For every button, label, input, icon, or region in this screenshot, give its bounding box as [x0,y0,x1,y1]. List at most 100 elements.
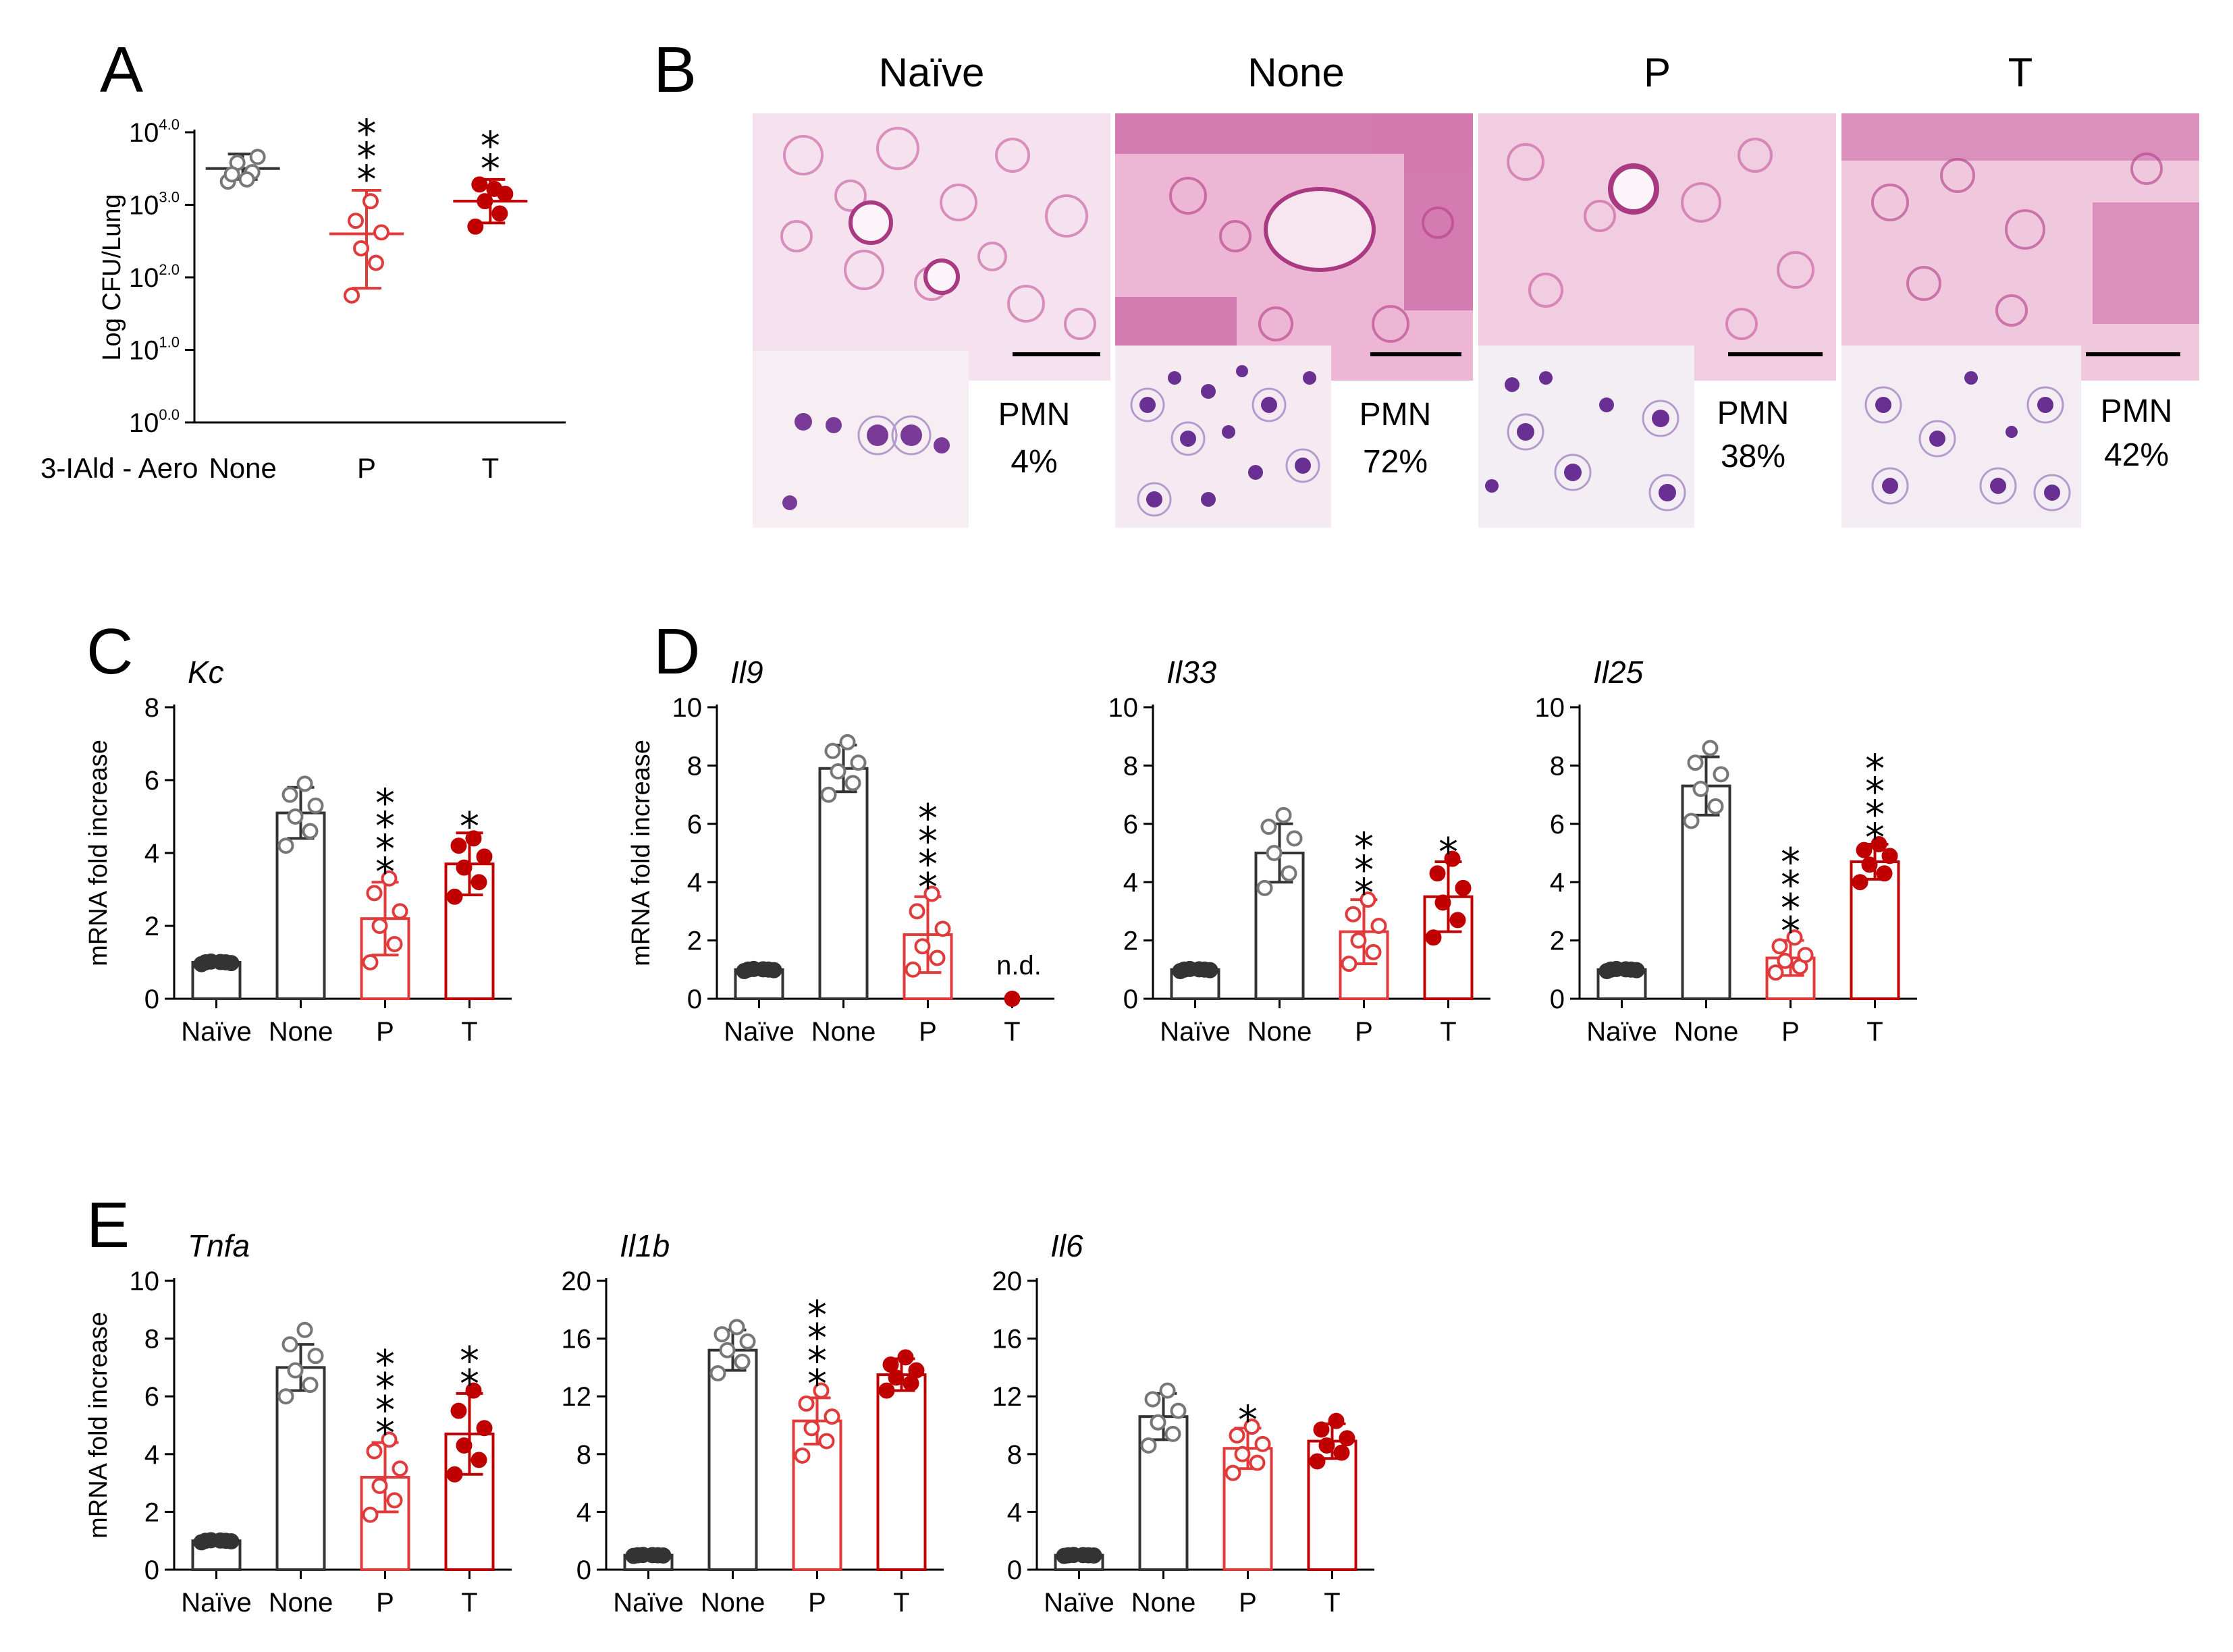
y-tick-label-D2: 0 [1123,985,1138,1014]
data-point-E2-0 [644,1547,661,1564]
significance-star-D3-2: * [1781,885,1800,931]
chart-title-D1: Il9 [730,655,763,690]
x-tick-label-D1: P [919,1017,937,1047]
data-point-D3-1 [1683,813,1700,829]
y-axis-label-E1: mRNA fold increase [84,1312,113,1539]
data-point-D3-1 [1713,766,1729,783]
data-point-A-1 [373,224,389,241]
data-point-D2-3 [1444,850,1461,867]
x-tick-label-E3: None [1131,1588,1196,1618]
x-tick-label-D2: Naïve [1160,1017,1231,1047]
data-point-C-3 [456,859,473,876]
significance-star-E2-2: * [807,1361,827,1407]
data-point-E1-1 [277,1388,294,1405]
data-point-E2-2 [818,1433,835,1450]
data-point-D2-1 [1266,845,1283,861]
data-point-A-1 [368,254,384,271]
data-point-D1-1 [830,763,846,780]
data-point-A-2 [471,176,488,193]
data-point-E3-3 [1309,1453,1326,1470]
data-point-C-1 [277,837,294,854]
significance-star-D3-3: * [1865,769,1885,815]
data-point-E2-1 [739,1333,756,1350]
data-point-E3-3 [1339,1430,1355,1447]
y-tick-label-E3: 4 [1007,1497,1022,1527]
data-point-E2-3 [888,1369,905,1386]
data-point-D2-2 [1345,906,1362,923]
data-point-D3-1 [1687,754,1704,771]
data-point-D1-0 [740,961,757,978]
chart-title-D2: Il33 [1166,655,1217,690]
panel-letter-c: C [86,615,133,688]
data-point-D2-2 [1360,891,1376,908]
data-point-E2-1 [714,1326,730,1343]
x-tick-label-D1: None [811,1017,876,1047]
y-tick-label-E2: 12 [562,1382,592,1412]
data-point-D3-2 [1767,964,1784,981]
data-point-A-0 [223,166,240,183]
x-tick-label-E1: P [376,1588,394,1618]
y-tick-label-C: 2 [144,912,159,941]
data-point-E3-2 [1234,1446,1251,1462]
bar-E2-1 [707,1348,758,1571]
histo-title-p: P [1644,50,1671,95]
data-point-A-2 [491,205,508,222]
y-tick-label-E1: 0 [144,1555,159,1585]
x-tick-label-C: Naïve [181,1017,252,1047]
significance-star-D3-2: * [1781,862,1800,908]
histo-title-naive: Naïve [879,50,985,95]
significance-star-C-3: * [460,803,479,849]
data-point-D1-1 [844,775,861,792]
x-tick-label-D3: Naïve [1586,1017,1657,1047]
data-point-D3-2 [1786,929,1803,946]
data-point-E2-2 [824,1408,840,1425]
significance-star-D3-2: * [1781,908,1800,954]
x-tick-label-D2: P [1355,1017,1373,1047]
x-tick-label-E2: None [701,1588,765,1618]
data-point-D2-0 [1191,961,1208,978]
significance-star-D2-3: * [1438,829,1458,875]
data-point-D1-1 [824,742,841,759]
data-point-D2-1 [1260,819,1277,835]
significance-star-E3-2: * [1238,1397,1258,1443]
histo-image-none: PMN 72% [1115,113,1473,528]
x-tick-label-C: P [376,1017,394,1047]
x-tick-label-D3: T [1866,1017,1883,1047]
y-tick-label-D1: 0 [687,985,702,1014]
data-point-E3-1 [1144,1391,1161,1408]
data-point-E3-1 [1159,1382,1176,1399]
data-point-E2-0 [629,1547,646,1564]
data-point-E2-3 [878,1382,895,1399]
y-tick-label-E2: 4 [576,1497,591,1527]
y-tick-label-D3: 6 [1550,810,1565,839]
data-point-E2-1 [734,1353,751,1370]
data-point-D1-2 [934,920,951,937]
data-point-E3-3 [1313,1421,1330,1438]
y-tick-label-D2: 4 [1123,868,1138,898]
data-point-C-1 [287,808,304,825]
data-point-D3-3 [1856,842,1873,858]
pmn-label-naive: PMN [998,397,1071,433]
data-point-D3-2 [1797,947,1814,964]
significance-star-E1-2: * [375,1364,395,1410]
data-point-C-2 [371,918,388,934]
annotation-nd-D1: n.d. [996,951,1042,981]
cytospin-t [1841,346,2081,528]
x-tick-label-E2: P [808,1588,826,1618]
data-point-E1-3 [470,1452,487,1468]
y-tick-label-D1: 6 [687,810,702,839]
panel-letter-b: B [653,34,697,106]
data-point-A-1 [348,213,364,229]
significance-star-C-2: * [375,849,395,895]
y-tick-label-C: 0 [144,985,159,1014]
y-axis-label-D1: mRNA fold increase [627,740,655,966]
data-point-A-0 [238,171,255,188]
chart-a: Log CFU/Lung 100.0 101.0 102.0 103.0 104.0 Non… [98,111,566,484]
data-point-D1-2 [923,885,940,902]
pmn-label-p: PMN [1717,395,1790,431]
panel-letter-d: D [653,615,700,688]
x-tick-label-C: None [269,1017,333,1047]
